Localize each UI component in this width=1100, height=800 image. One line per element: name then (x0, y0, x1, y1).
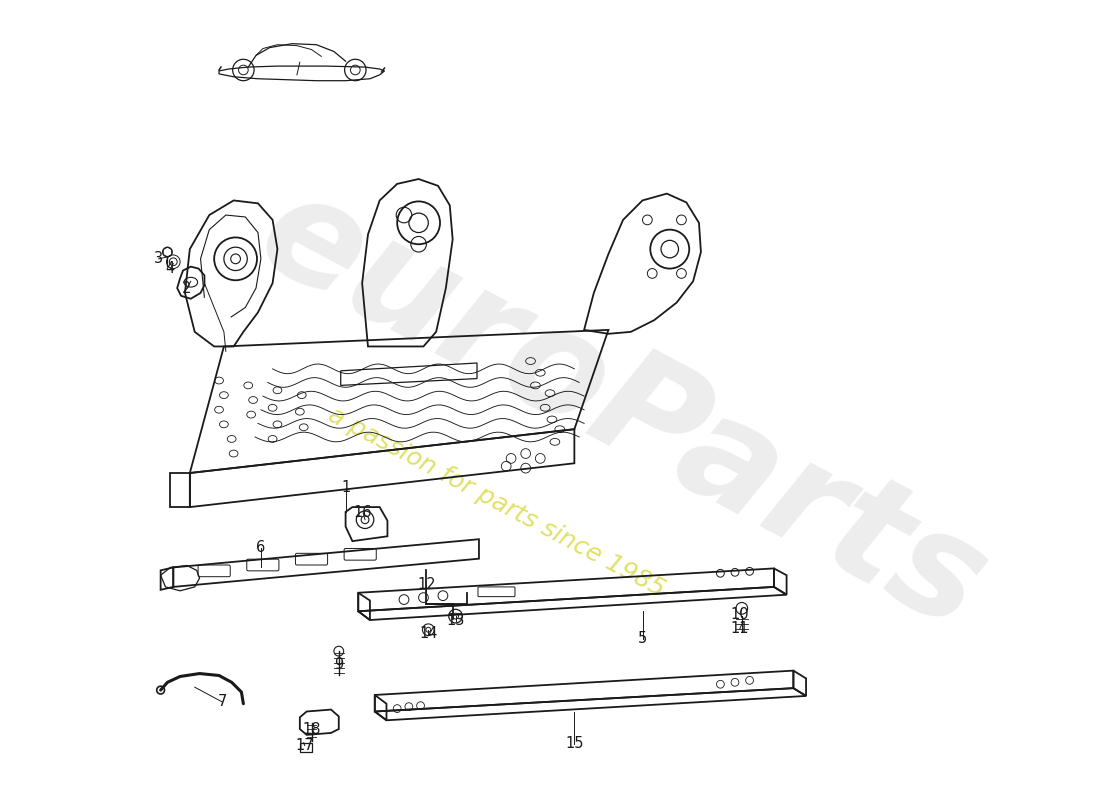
Text: 17: 17 (296, 738, 314, 753)
Text: 11: 11 (730, 622, 749, 636)
Text: euroParts: euroParts (236, 160, 1009, 660)
Text: 13: 13 (447, 614, 465, 629)
Text: 7: 7 (218, 694, 227, 710)
Text: a passion for parts since 1985: a passion for parts since 1985 (324, 403, 669, 602)
Text: 5: 5 (638, 631, 647, 646)
Text: 12: 12 (417, 578, 436, 593)
Text: 14: 14 (419, 626, 438, 641)
Text: 16: 16 (354, 506, 373, 521)
Text: 10: 10 (730, 606, 749, 622)
Text: 1: 1 (341, 480, 350, 495)
Text: 18: 18 (302, 722, 321, 737)
Text: 2: 2 (183, 281, 191, 295)
Text: 6: 6 (256, 541, 265, 555)
Text: 4: 4 (166, 261, 175, 276)
Text: 15: 15 (565, 736, 584, 751)
Text: 3: 3 (154, 251, 163, 266)
Text: 9: 9 (334, 658, 343, 672)
